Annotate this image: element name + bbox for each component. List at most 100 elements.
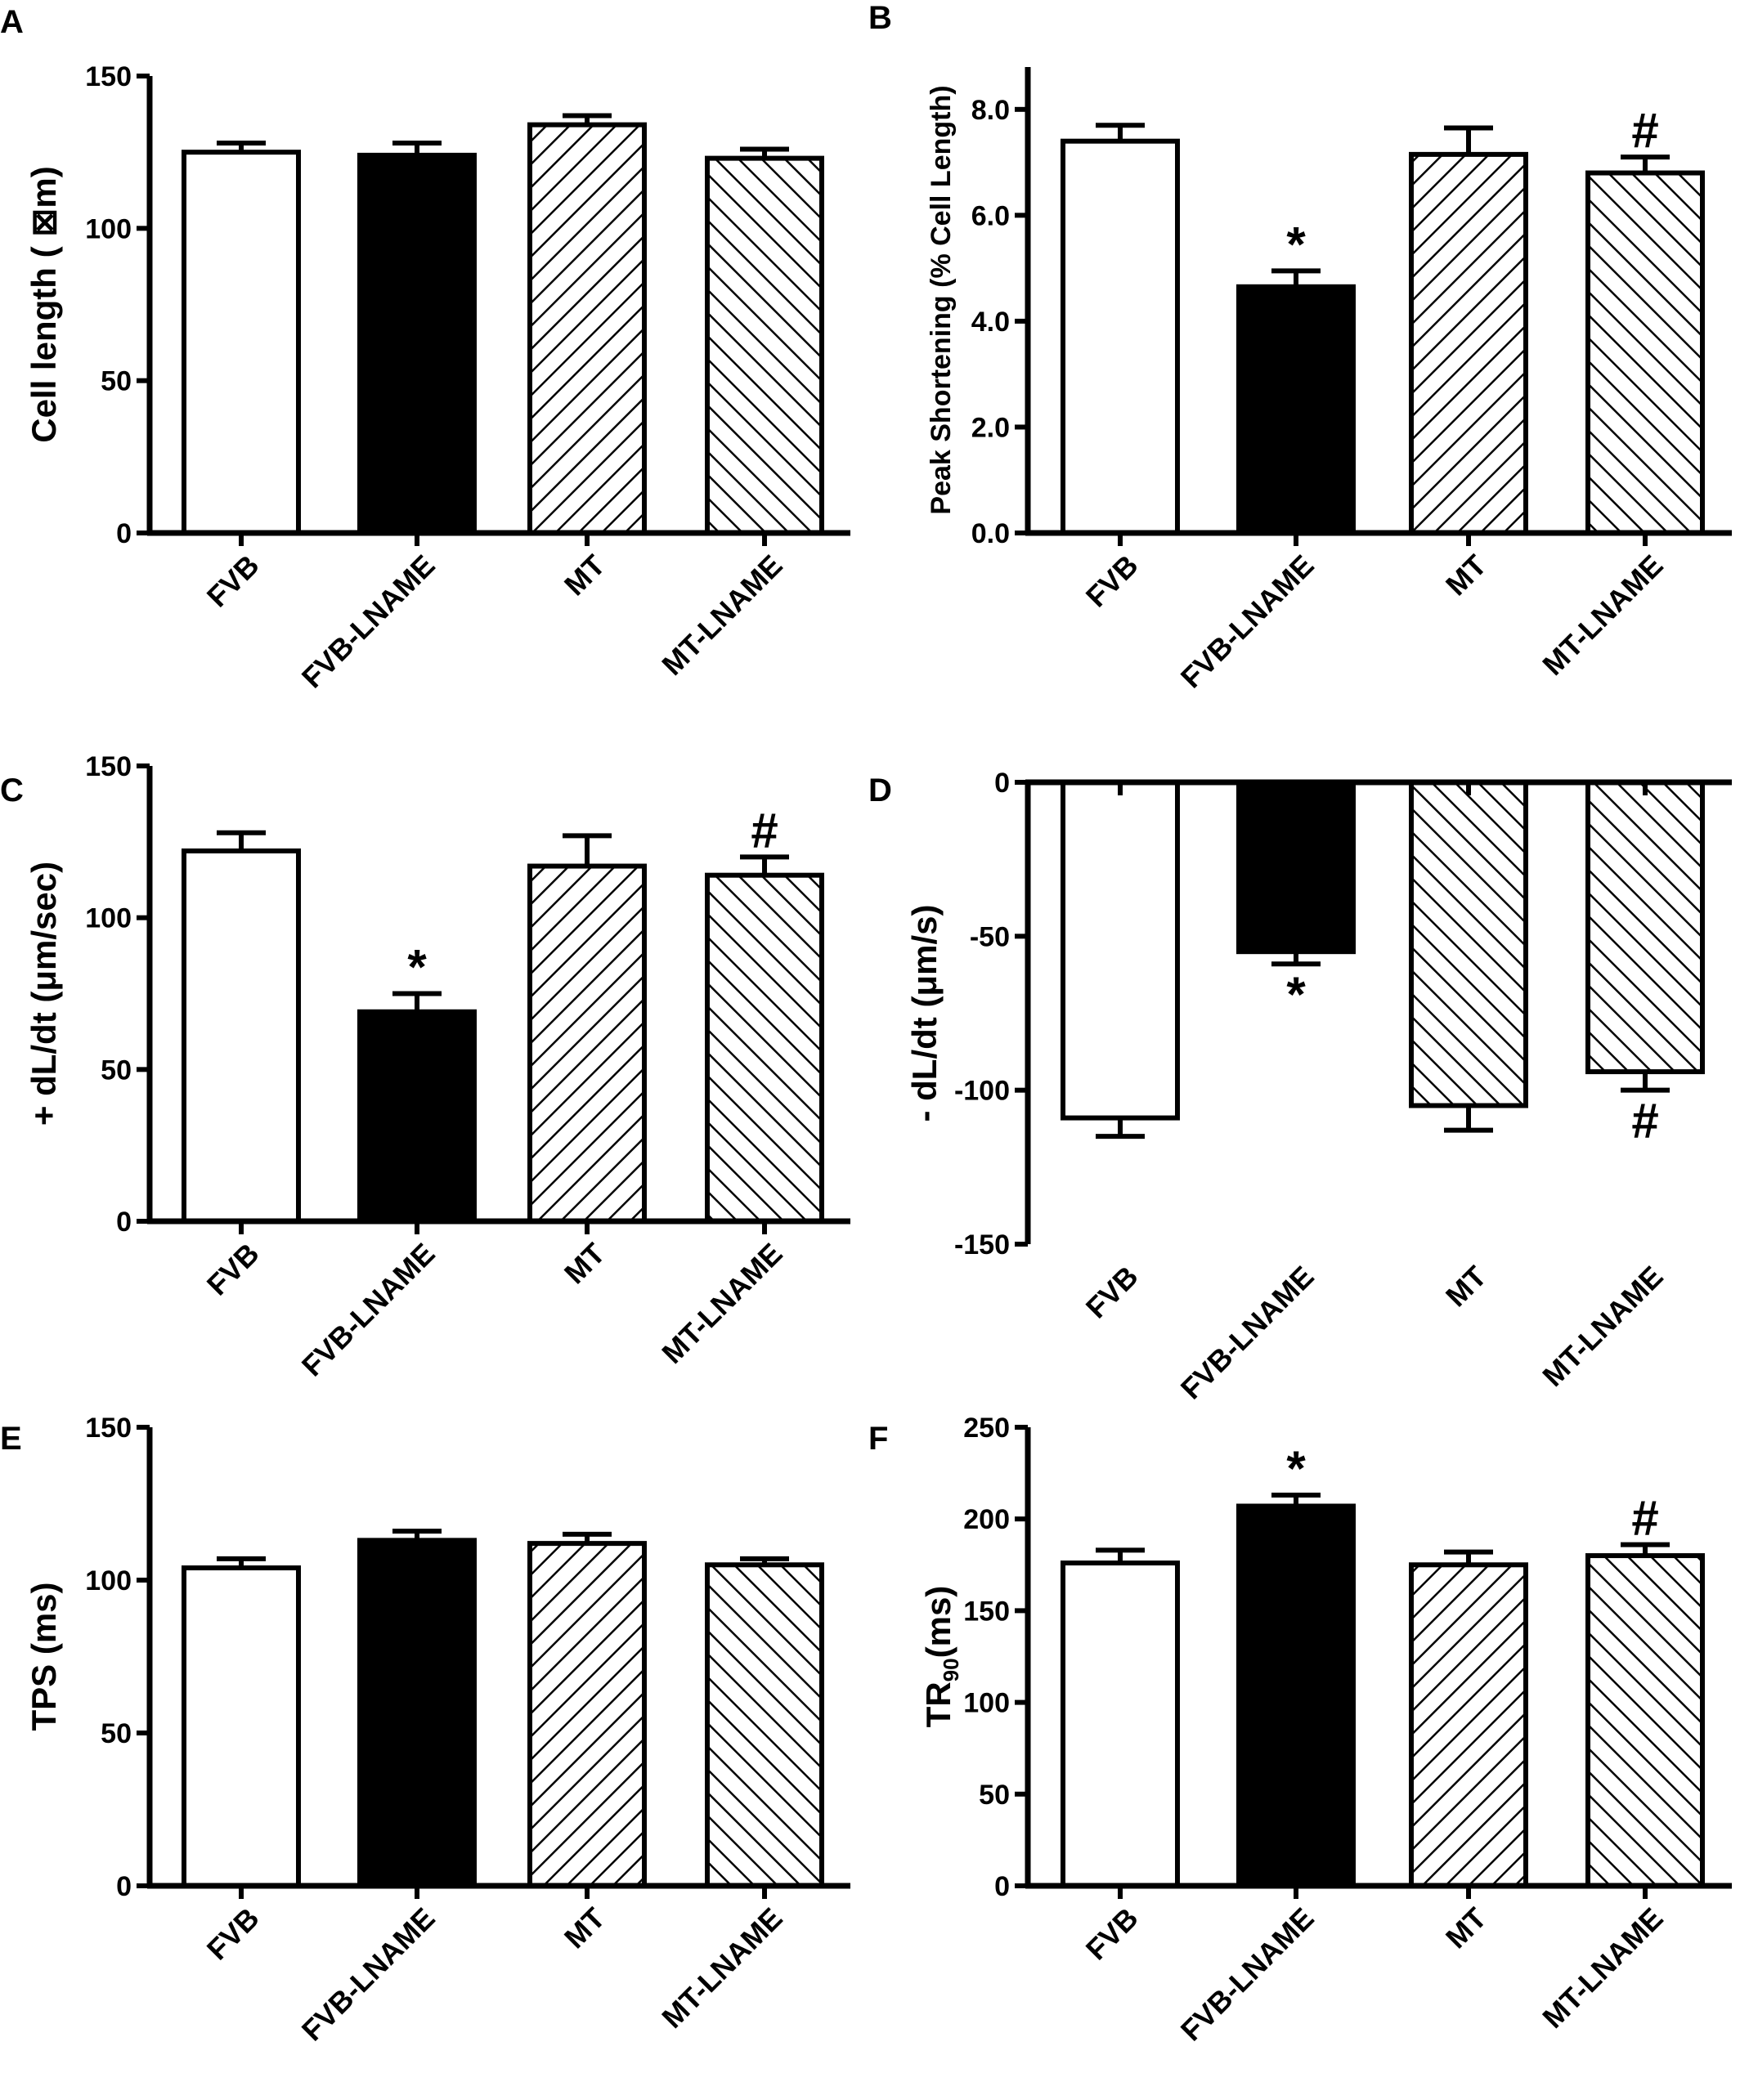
panel-letter: E — [0, 1421, 22, 1457]
category-label: FVB-LNAME — [1174, 1901, 1321, 2048]
y-tick-label: 50 — [101, 366, 132, 397]
category-label: MT-LNAME — [1536, 1260, 1669, 1393]
panel-letter: C — [0, 772, 24, 808]
category-label: FVB — [1079, 1260, 1145, 1325]
y-tick-label: -150 — [954, 1229, 1010, 1260]
y-axis-title-subscript: 90 — [939, 1658, 963, 1681]
significance-hash: # — [751, 803, 778, 857]
panel-b: B * #0.0 2.0 4.0 6.0 8.0 FVB FVB-LNAME MT MT-LNAME… — [868, 0, 1732, 695]
category-label: FVB — [200, 1901, 266, 1967]
bar-mt-lname — [705, 155, 824, 535]
y-tick-label: 0 — [994, 768, 1010, 799]
y-tick-label: 0 — [116, 518, 132, 549]
y-tick-label: 0.0 — [971, 518, 1010, 549]
category-label: MT — [558, 1237, 612, 1291]
y-tick-label: 100 — [963, 1688, 1010, 1719]
y-tick-label: -50 — [970, 921, 1010, 952]
y-tick-label: 100 — [85, 903, 132, 934]
category-label: MT — [1439, 1901, 1493, 1955]
bar-fvb-lname — [357, 152, 477, 535]
category-label: MT-LNAME — [655, 1237, 788, 1370]
category-label: MT-LNAME — [655, 1901, 788, 2035]
y-axis-title: TPS (ms) — [25, 1582, 63, 1731]
y-tick-label: 0 — [116, 1207, 132, 1238]
category-label: MT — [558, 1901, 612, 1955]
category-label: MT — [1439, 1260, 1493, 1314]
category-label: MT-LNAME — [1536, 549, 1669, 682]
bar-fvb — [182, 150, 301, 536]
category-label: FVB-LNAME — [295, 1237, 442, 1383]
category-label: FVB-LNAME — [1174, 549, 1321, 695]
category-label: FVB — [1079, 549, 1145, 614]
bar-fvb — [182, 848, 301, 1225]
significance-hash: # — [1631, 1094, 1658, 1149]
category-label: FVB — [200, 549, 266, 614]
bar-fvb-lname — [1236, 1503, 1356, 1888]
y-axis-title: + dL/dt (μm/sec) — [25, 862, 63, 1126]
panel-letter: B — [868, 0, 892, 36]
y-tick-label: 100 — [85, 213, 132, 244]
bar-mt-lname — [1585, 1553, 1705, 1888]
bar-mt-lname — [705, 872, 824, 1225]
bar-mt-lname — [705, 1562, 824, 1889]
y-tick-label: 100 — [85, 1565, 132, 1596]
category-label: MT-LNAME — [1536, 1901, 1669, 2035]
y-tick-label: 6.0 — [971, 200, 1010, 231]
y-tick-label: 50 — [101, 1718, 132, 1749]
category-label: FVB — [200, 1237, 266, 1302]
bar-mt — [1409, 1562, 1528, 1889]
panel-e: E 0 50 100 150 FVB FVB-LNAME MT MT-LNAME TPS (ms) — [0, 1413, 850, 2048]
bar-fvb — [1061, 1560, 1180, 1889]
bar-fvb-lname — [357, 1009, 477, 1225]
y-tick-label: -100 — [954, 1076, 1010, 1107]
significance-hash: # — [1631, 103, 1658, 158]
y-axis-title: Cell length ( ⊠m) — [25, 166, 63, 443]
bar-fvb — [1061, 780, 1180, 1121]
y-tick-label: 0 — [116, 1871, 132, 1902]
category-label: FVB-LNAME — [295, 1901, 442, 2048]
significance-asterisk: * — [407, 940, 427, 995]
category-label: FVB-LNAME — [1174, 1260, 1321, 1406]
bar-mt-lname — [1585, 170, 1705, 536]
y-tick-label: 150 — [85, 1413, 132, 1444]
panel-letter: D — [868, 772, 892, 808]
bar-mt — [527, 122, 647, 535]
y-axis-title: - dL/dt (μm/s) — [905, 905, 944, 1122]
category-label: MT — [1439, 549, 1493, 602]
bar-mt — [527, 863, 647, 1225]
y-tick-label: 50 — [101, 1054, 132, 1086]
y-axis-title: Peak Shortening (% Cell Length) — [926, 85, 957, 514]
y-axis-title: TR90(ms) — [919, 1586, 963, 1728]
bar-mt-lname — [1585, 780, 1705, 1075]
bar-fvb-lname — [1236, 780, 1356, 955]
panel-letter: A — [0, 4, 24, 40]
y-tick-label: 150 — [963, 1596, 1010, 1627]
category-label: MT — [558, 549, 612, 602]
significance-asterisk: * — [1286, 217, 1306, 271]
bar-mt — [1409, 780, 1528, 1108]
y-tick-label: 150 — [85, 751, 132, 782]
y-tick-label: 0 — [994, 1871, 1010, 1902]
panel-d: D * # -150 -100 -50 0 FVB FVB-LNAME MT MT-LNAME - d… — [868, 768, 1732, 1406]
bar-fvb — [182, 1565, 301, 1889]
category-label: FVB — [1079, 1901, 1145, 1967]
panel-a: A 0 50 100 150 FVB FVB-LNAME MT MT-LNAME Cell len… — [0, 4, 850, 695]
panel-letter: F — [868, 1421, 888, 1457]
y-tick-label: 150 — [85, 61, 132, 92]
bar-fvb-lname — [357, 1538, 477, 1888]
significance-hash: # — [1631, 1491, 1658, 1546]
category-label: FVB-LNAME — [295, 549, 442, 695]
bar-fvb — [1061, 138, 1180, 535]
category-label: MT-LNAME — [655, 549, 788, 682]
y-tick-label: 2.0 — [971, 412, 1010, 443]
y-tick-label: 200 — [963, 1504, 1010, 1535]
y-tick-label: 8.0 — [971, 95, 1010, 126]
y-tick-label: 50 — [979, 1780, 1010, 1811]
bar-fvb-lname — [1236, 284, 1356, 535]
significance-asterisk: * — [1286, 967, 1306, 1022]
panel-c: C * #0 50 100 150 FVB FVB-LNAME MT MT-LNAME + dL/d… — [0, 751, 850, 1383]
significance-asterisk: * — [1286, 1441, 1306, 1496]
bar-mt — [527, 1541, 647, 1888]
y-tick-label: 250 — [963, 1413, 1010, 1444]
